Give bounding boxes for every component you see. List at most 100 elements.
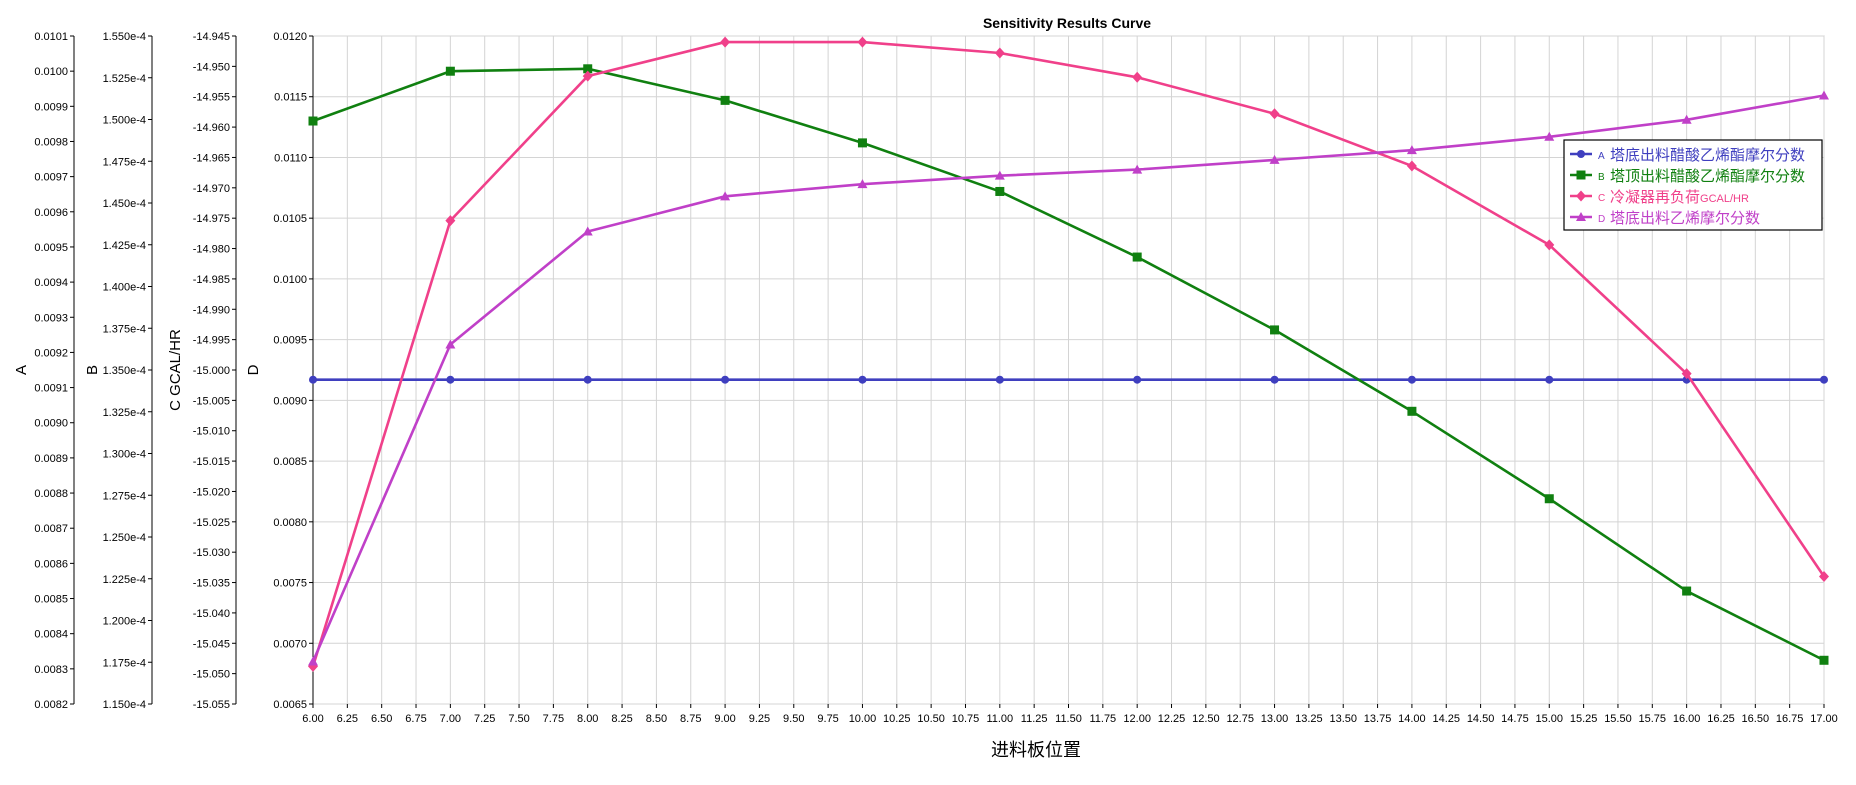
y-tick-label-c: -15.025: [193, 517, 230, 529]
y-tick-label-c: -15.000: [193, 365, 230, 377]
y-tick-label-d: 0.0105: [273, 213, 307, 225]
series-line: [311, 94, 1825, 663]
data-point: [1681, 368, 1692, 380]
x-tick-label: 9.25: [749, 713, 770, 725]
y-axis-title-b: B: [84, 365, 101, 375]
y-tick-label-c: -14.955: [193, 92, 230, 104]
x-tick-label: 16.50: [1742, 713, 1770, 725]
y-tick-label-c: -15.035: [193, 578, 230, 590]
y-tick-label-b: 1.500e-4: [103, 115, 146, 127]
y-axis-title-d: D: [245, 364, 262, 375]
legend-key: C: [1598, 193, 1605, 204]
data-point: [720, 95, 730, 105]
legend-entry-b[interactable]: B 塔顶出料醋酸乙烯酯摩尔分数: [1570, 167, 1805, 185]
data-point: [583, 64, 593, 74]
x-tick-label: 15.75: [1639, 713, 1667, 725]
x-tick-label: 12.50: [1192, 713, 1220, 725]
legend-entry-d[interactable]: D 塔底出料乙烯摩尔分数: [1570, 209, 1760, 227]
x-tick-label: 7.00: [440, 713, 461, 725]
legend-entry-c[interactable]: C 冷凝器再负荷GCAL/HR: [1570, 189, 1749, 206]
y-tick-label-b: 1.250e-4: [103, 532, 146, 544]
data-point: [720, 191, 731, 201]
legend-key: D: [1598, 214, 1605, 225]
y-tick-label-c: -14.960: [193, 122, 230, 134]
y-tick-label-b: 1.350e-4: [103, 365, 146, 377]
y-tick-label-c: -15.005: [193, 395, 230, 407]
data-point: [720, 36, 731, 48]
y-tick-label-b: 1.550e-4: [103, 31, 146, 43]
x-tick-label: 14.25: [1432, 713, 1460, 725]
legend[interactable]: A 塔底出料醋酸乙烯酯摩尔分数 B 塔顶出料醋酸乙烯酯摩尔分数 C 冷凝器再负荷GCAL/…: [1563, 139, 1823, 231]
y-axis-title-a: A: [13, 365, 30, 375]
data-point: [309, 375, 317, 384]
series-line: [312, 67, 1825, 662]
y-tick-label-c: -15.020: [193, 486, 230, 498]
series-b: [308, 64, 1829, 665]
data-point: [445, 66, 455, 76]
x-tick-label: 6.75: [405, 713, 426, 725]
data-point: [1406, 160, 1417, 172]
y-tick-label-a: 0.0083: [34, 664, 68, 676]
x-tick-label: 8.75: [680, 713, 701, 725]
y-tick-label-c: -15.015: [193, 456, 230, 468]
y-tick-label-c: -14.995: [193, 335, 230, 347]
x-tick-label: 16.75: [1776, 713, 1804, 725]
legend-label: 冷凝器再负荷GCAL/HR: [1610, 189, 1749, 206]
y-tick-label-a: 0.0098: [34, 136, 68, 148]
data-point: [445, 339, 456, 349]
x-tick-label: 12.00: [1123, 713, 1151, 725]
x-tick-label: 9.75: [817, 713, 838, 725]
legend-label: 塔底出料乙烯摩尔分数: [1610, 209, 1760, 227]
x-tick-label: 12.75: [1226, 713, 1254, 725]
data-point: [583, 375, 592, 384]
data-point: [1269, 108, 1280, 120]
legend-label: 塔顶出料醋酸乙烯酯摩尔分数: [1610, 167, 1805, 185]
y-tick-label-c: -15.045: [193, 638, 230, 650]
y-tick-label-c: -14.975: [193, 213, 230, 225]
y-tick-label-a: 0.0093: [34, 312, 68, 324]
y-tick-label-c: -15.050: [193, 669, 230, 681]
y-tick-label-b: 1.475e-4: [103, 156, 146, 168]
data-point: [1819, 655, 1829, 665]
y-tick-label-c: -14.990: [193, 304, 230, 316]
x-tick-label: 7.25: [474, 713, 495, 725]
data-point: [721, 375, 730, 384]
x-tick-label: 13.50: [1329, 713, 1357, 725]
x-tick-label: 15.50: [1604, 713, 1632, 725]
data-point: [1132, 252, 1142, 262]
y-tick-label-b: 1.225e-4: [103, 574, 146, 586]
data-point: [582, 70, 593, 82]
legend-entry-a[interactable]: A 塔底出料醋酸乙烯酯摩尔分数: [1570, 146, 1805, 164]
x-tick-label: 7.50: [508, 713, 529, 725]
x-tick-label: 6.00: [302, 713, 323, 725]
data-point: [1407, 375, 1416, 384]
x-tick-label: 6.25: [337, 713, 358, 725]
y-tick-label-c: -14.965: [193, 152, 230, 164]
x-tick-label: 13.75: [1364, 713, 1392, 725]
y-tick-label-d: 0.0100: [273, 274, 307, 286]
series-d: [308, 90, 1829, 666]
y-tick-label-b: 1.150e-4: [103, 699, 146, 711]
y-tick-label-a: 0.0101: [34, 31, 68, 43]
data-point: [994, 170, 1005, 180]
legend-key: B: [1598, 172, 1605, 183]
data-point: [1544, 131, 1555, 141]
y-tick-label-d: 0.0065: [273, 699, 307, 711]
legend-key: A: [1598, 151, 1605, 162]
y-tick-label-b: 1.425e-4: [103, 240, 146, 252]
x-tick-label: 7.75: [543, 713, 564, 725]
y-tick-label-c: -14.970: [193, 183, 230, 195]
x-tick-label: 16.00: [1673, 713, 1701, 725]
y-tick-label-d: 0.0120: [273, 31, 307, 43]
x-tick-label: 10.75: [952, 713, 980, 725]
y-tick-label-b: 1.325e-4: [103, 407, 146, 419]
data-point: [308, 116, 318, 126]
y-tick-label-b: 1.275e-4: [103, 490, 146, 502]
y-tick-label-a: 0.0092: [34, 347, 68, 359]
y-tick-label-c: -15.040: [193, 608, 230, 620]
series-layer: [308, 36, 1829, 672]
y-tick-label-a: 0.0095: [34, 242, 68, 254]
y-tick-label-a: 0.0082: [34, 699, 68, 711]
legend-label: 塔底出料醋酸乙烯酯摩尔分数: [1610, 146, 1805, 164]
